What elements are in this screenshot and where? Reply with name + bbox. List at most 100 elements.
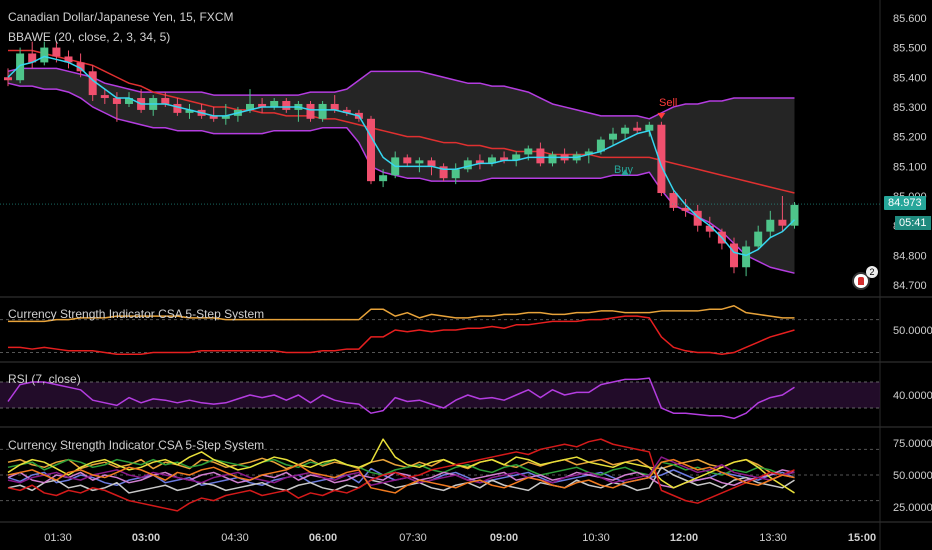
candle-body <box>475 160 484 164</box>
candle-body <box>681 207 690 211</box>
x-tick-label: 13:30 <box>759 532 787 544</box>
current-price-tag: 84.973 <box>884 196 926 210</box>
y-tick-label: 50.0000 <box>893 470 932 482</box>
candle-body <box>330 103 339 110</box>
indicator-label-csa-1: Currency Strength Indicator CSA 5-Step S… <box>8 307 265 321</box>
candle-body <box>488 157 496 164</box>
candle-body <box>463 160 472 170</box>
candle-body <box>173 103 182 113</box>
candle-body <box>609 133 617 140</box>
bar-countdown: 05:41 <box>895 216 931 230</box>
candle-body <box>64 56 73 63</box>
candle-body <box>669 193 678 208</box>
candle-body <box>258 103 267 107</box>
candle-body <box>125 98 133 104</box>
indicator-label-rsi: RSI (7, close) <box>8 372 81 386</box>
candle-body <box>282 101 291 110</box>
y-tick-label: 85.100 <box>893 161 927 173</box>
y-tick-label: 84.800 <box>893 250 927 262</box>
candle-body <box>161 98 170 104</box>
fast-ma-line <box>7 55 796 257</box>
canada-flag-icon[interactable] <box>852 272 870 290</box>
candle-body <box>221 115 230 119</box>
candle-body <box>367 118 375 182</box>
candle-body <box>28 53 37 63</box>
csa2-series-line <box>7 458 795 494</box>
y-tick-label: 40.0000 <box>893 390 932 402</box>
candle-body <box>318 103 327 119</box>
candle-body <box>512 154 521 161</box>
candle-body <box>40 47 49 63</box>
candle-body <box>754 231 763 247</box>
candle-body <box>88 71 97 96</box>
y-tick-label: 75.0000 <box>893 438 932 450</box>
candle-body <box>439 166 448 179</box>
x-tick-label: 15:00 <box>848 532 876 544</box>
csa2-series-line <box>7 456 795 486</box>
candle-body <box>766 219 775 232</box>
candle-body <box>730 243 738 268</box>
indicator-label-bbawe: BBAWE (20, close, 2, 3, 34, 5) <box>8 30 171 44</box>
sell-arrow <box>657 112 666 119</box>
y-tick-label: 25.0000 <box>893 502 932 514</box>
bollinger-band-fill <box>8 68 795 274</box>
x-tick-label: 09:00 <box>490 532 518 544</box>
x-tick-label: 12:00 <box>670 532 698 544</box>
candle-body <box>633 127 642 131</box>
csa2-series-line <box>7 469 795 489</box>
buy-signal-label: Buy <box>614 164 633 176</box>
csa1-series-line <box>8 304 795 323</box>
y-tick-label: 85.500 <box>893 43 927 55</box>
x-tick-label: 04:30 <box>221 532 249 544</box>
candle-body <box>342 109 351 113</box>
candle-body <box>742 246 751 268</box>
x-tick-label: 07:30 <box>399 532 427 544</box>
candle-body <box>657 124 666 194</box>
candle-body <box>645 124 654 131</box>
y-tick-label: 85.200 <box>893 132 927 144</box>
candle-body <box>52 47 61 57</box>
y-tick-label: 84.700 <box>893 280 927 292</box>
candle-body <box>209 115 218 119</box>
y-tick-label: 85.300 <box>893 102 927 114</box>
candle-body <box>621 127 630 134</box>
candle-body <box>4 77 12 81</box>
candle-body <box>693 210 702 226</box>
csa2-series-line <box>7 438 795 494</box>
candle-body <box>76 62 85 72</box>
candle-body <box>379 175 388 182</box>
csa1-series-line <box>8 315 795 356</box>
indicator-label-csa-2: Currency Strength Indicator CSA 5-Step S… <box>8 438 265 452</box>
candle-body <box>524 148 533 155</box>
y-tick-label: 85.600 <box>893 13 927 25</box>
x-tick-label: 03:00 <box>132 532 160 544</box>
candle-body <box>246 103 254 110</box>
candle-body <box>185 109 194 113</box>
event-count-badge: 2 <box>866 266 878 278</box>
candle-body <box>100 95 109 99</box>
candle-body <box>705 225 714 232</box>
candle-body <box>778 219 787 226</box>
csa2-series-line <box>7 466 795 494</box>
candle-body <box>500 157 509 161</box>
rsi-line <box>7 377 795 420</box>
candle-body <box>415 160 424 164</box>
x-tick-label: 01:30 <box>44 532 72 544</box>
x-tick-label: 06:00 <box>309 532 337 544</box>
sell-signal-label: Sell <box>659 97 678 109</box>
bollinger-upper-line <box>7 67 795 120</box>
candle-body <box>403 157 412 164</box>
csa2-series-line <box>7 438 795 512</box>
candle-body <box>427 160 436 167</box>
y-tick-label: 85.400 <box>893 72 927 84</box>
candle-body <box>790 204 799 226</box>
candle-body <box>306 103 315 119</box>
y-tick-label: 50.0000 <box>893 325 932 337</box>
candle-body <box>270 101 279 107</box>
candle-body <box>596 139 605 152</box>
csa2-series-line <box>7 458 795 476</box>
candle-body <box>536 148 545 164</box>
candle-body <box>548 154 557 164</box>
candle-body <box>451 169 460 179</box>
